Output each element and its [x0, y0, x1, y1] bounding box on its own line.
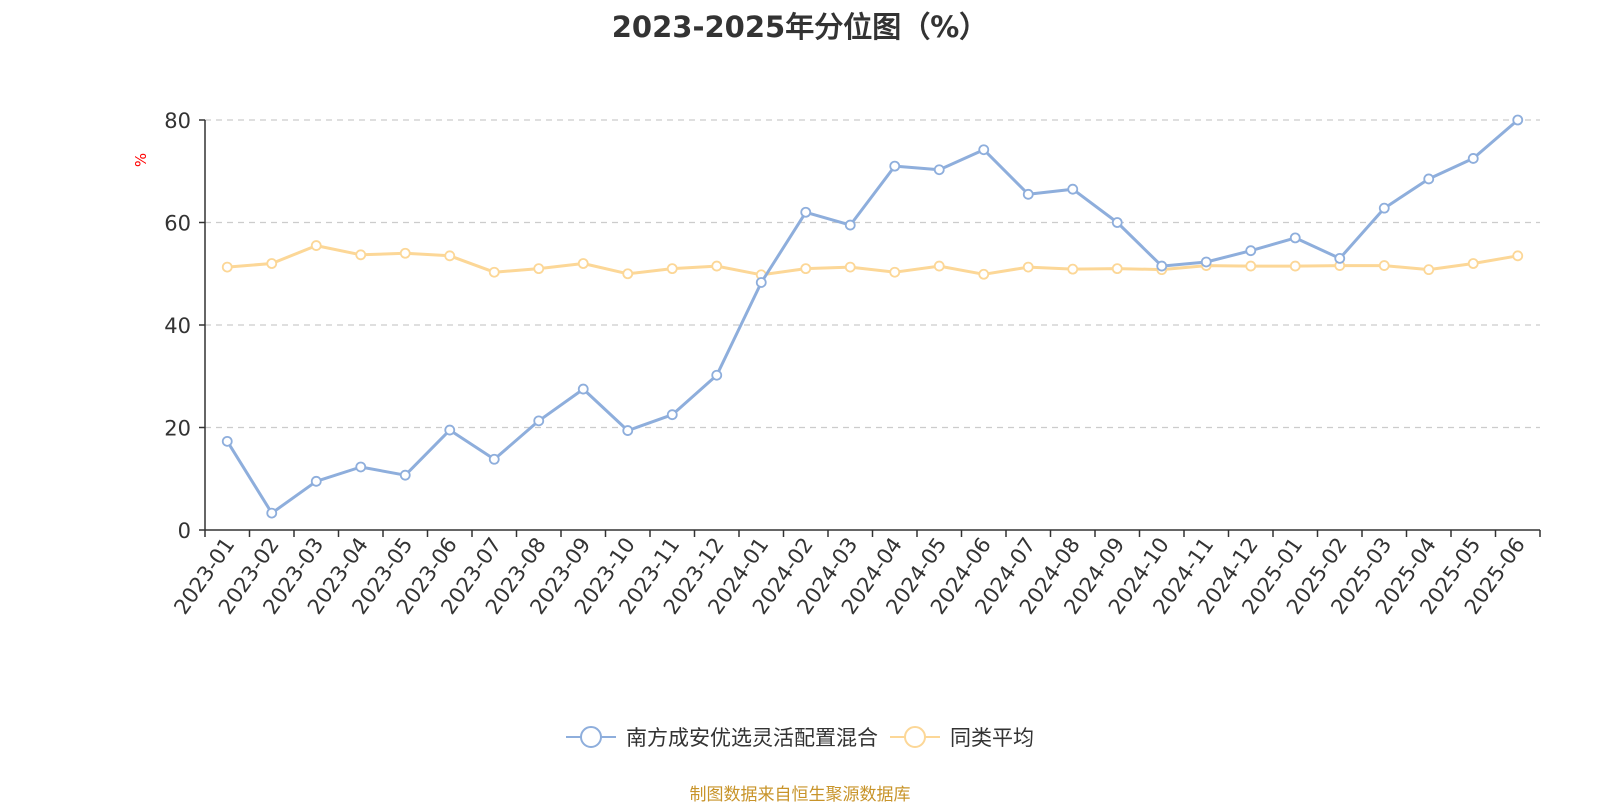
legend-item-series-1[interactable]: 同类平均: [890, 722, 1034, 752]
data-point[interactable]: [399, 469, 411, 481]
data-point[interactable]: [444, 250, 456, 262]
y-tick-label: 60: [164, 212, 191, 236]
data-point[interactable]: [1156, 260, 1168, 272]
series-line-0: [226, 118, 1519, 515]
data-point[interactable]: [889, 160, 901, 172]
data-point[interactable]: [1512, 250, 1524, 262]
data-point[interactable]: [1200, 256, 1212, 268]
y-tick-label: 40: [164, 314, 191, 338]
data-point[interactable]: [1423, 173, 1435, 185]
data-point[interactable]: [577, 258, 589, 269]
data-point[interactable]: [488, 453, 500, 465]
y-tick-label: 0: [178, 519, 191, 543]
data-point[interactable]: [978, 268, 990, 280]
data-point[interactable]: [1022, 261, 1034, 273]
data-point[interactable]: [1067, 183, 1079, 195]
data-point[interactable]: [1022, 188, 1034, 200]
data-point[interactable]: [1512, 114, 1524, 126]
data-point[interactable]: [933, 164, 945, 176]
data-point[interactable]: [399, 247, 411, 259]
data-point[interactable]: [310, 240, 322, 251]
data-point[interactable]: [577, 383, 589, 395]
axes: 0204060802023-012023-022023-032023-04202…: [164, 109, 1541, 619]
y-tick-label: 20: [164, 417, 191, 441]
data-point[interactable]: [622, 268, 634, 280]
data-point[interactable]: [755, 277, 767, 288]
data-point[interactable]: [533, 415, 545, 427]
y-axis-label: %: [132, 153, 150, 167]
data-point[interactable]: [266, 258, 278, 269]
legend-item-series-0[interactable]: 南方成安优选灵活配置混合: [566, 722, 878, 752]
series-line-1: [227, 244, 1519, 277]
data-point[interactable]: [1245, 260, 1257, 272]
data-point[interactable]: [978, 144, 990, 156]
data-point[interactable]: [533, 263, 545, 275]
data-point[interactable]: [933, 260, 945, 272]
series-0: [221, 114, 1524, 519]
legend: 南方成安优选灵活配置混合 同类平均: [0, 722, 1600, 752]
data-point[interactable]: [800, 263, 812, 275]
data-point[interactable]: [221, 435, 233, 447]
legend-marker-series-1: [890, 726, 940, 748]
data-point[interactable]: [622, 425, 634, 436]
data-point[interactable]: [266, 507, 278, 519]
data-point[interactable]: [1111, 217, 1123, 228]
data-point[interactable]: [844, 261, 856, 273]
data-point[interactable]: [800, 206, 812, 218]
data-point[interactable]: [666, 263, 678, 275]
data-point[interactable]: [711, 260, 723, 272]
data-point[interactable]: [1245, 245, 1257, 257]
series-lines: [221, 114, 1524, 519]
data-point[interactable]: [889, 266, 901, 278]
legend-marker-series-0: [566, 726, 616, 748]
data-point[interactable]: [1111, 263, 1123, 275]
data-point[interactable]: [310, 475, 322, 487]
data-point[interactable]: [1423, 264, 1435, 276]
grid-lines: [205, 119, 1540, 429]
legend-label-series-0: 南方成安优选灵活配置混合: [626, 726, 878, 750]
data-point[interactable]: [1378, 202, 1390, 214]
data-point[interactable]: [1378, 260, 1390, 271]
legend-label-series-1: 同类平均: [950, 726, 1034, 750]
data-point[interactable]: [711, 369, 723, 381]
data-point[interactable]: [1289, 260, 1301, 272]
data-point[interactable]: [221, 261, 233, 273]
data-point[interactable]: [1289, 232, 1301, 244]
data-point[interactable]: [1067, 263, 1079, 275]
y-tick-label: 80: [164, 109, 191, 133]
data-point[interactable]: [355, 461, 367, 473]
data-point[interactable]: [844, 219, 856, 231]
series-1: [221, 240, 1524, 281]
data-point[interactable]: [1334, 252, 1346, 264]
data-point[interactable]: [355, 249, 367, 261]
chart-title: 2023-2025年分位图（%）: [611, 10, 989, 44]
data-point[interactable]: [444, 424, 456, 436]
data-point[interactable]: [666, 409, 678, 421]
data-point[interactable]: [1467, 153, 1479, 164]
data-source-note: 制图数据来自恒生聚源数据库: [689, 785, 911, 805]
data-point[interactable]: [488, 266, 500, 278]
data-point[interactable]: [1467, 258, 1479, 269]
